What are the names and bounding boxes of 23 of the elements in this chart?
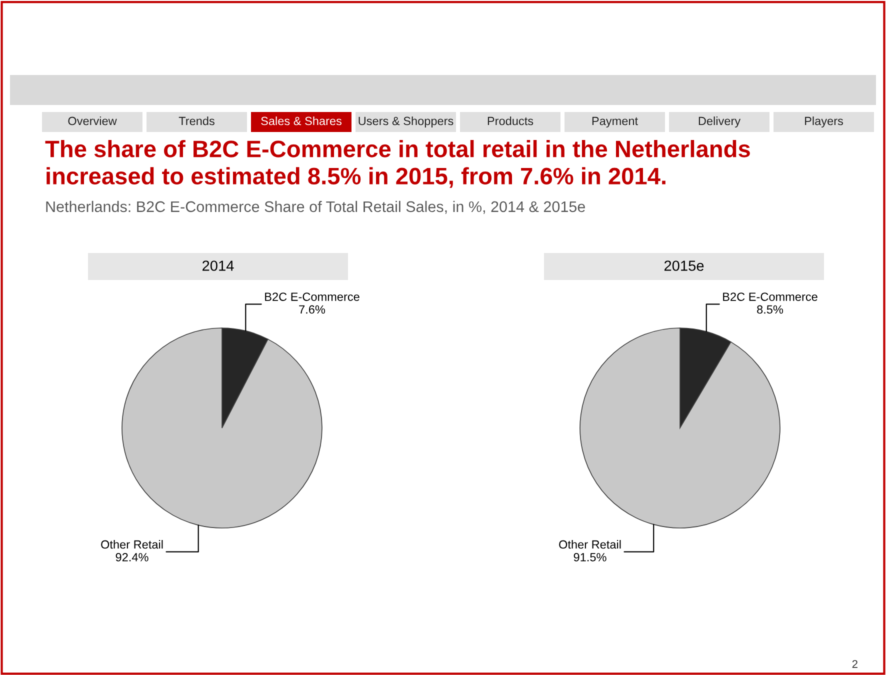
text: Players bbox=[805, 116, 844, 128]
slice-label: B2C E-Commerce bbox=[265, 292, 360, 301]
slice-label: Other Retail bbox=[559, 540, 621, 549]
text: Trends bbox=[178, 116, 214, 126]
text: Overview bbox=[68, 116, 117, 126]
slice-label: B2C E-Commerce bbox=[723, 292, 818, 301]
text: Products bbox=[488, 116, 534, 126]
data-label: 92.4% bbox=[116, 553, 148, 562]
slice-label: Other Retail bbox=[101, 540, 163, 549]
text: Delivery bbox=[698, 116, 741, 128]
chart-title: 2014 bbox=[202, 260, 234, 271]
text: Payment bbox=[592, 116, 638, 128]
text: Netherlands: B2C E-Commerce Share of Total Retail Sales, in %, 2014 & 2015e bbox=[46, 200, 585, 214]
text: Users & Shoppers bbox=[358, 116, 454, 128]
chart-title: 2015e bbox=[664, 260, 704, 271]
text: The share of B2C E-Commerce in total retail in the Netherlands increased to estimated 8.5% in 2015, from 7.6% in 2014. bbox=[45, 140, 750, 188]
data-label: 7.6% bbox=[299, 305, 326, 314]
pie-slice bbox=[580, 328, 780, 528]
text: 2 bbox=[852, 660, 858, 668]
pie-slice bbox=[122, 328, 322, 528]
data-label: 91.5% bbox=[574, 553, 606, 562]
data-label: 8.5% bbox=[757, 305, 784, 314]
text: Sales & Shares bbox=[261, 116, 342, 126]
